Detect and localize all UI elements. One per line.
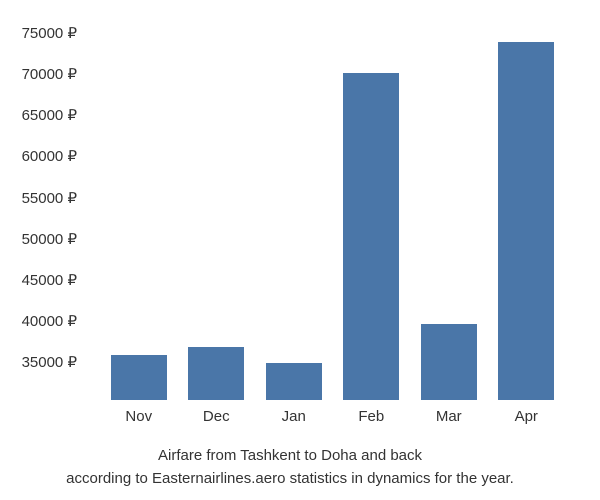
x-tick-label: Nov — [100, 408, 178, 425]
plot-area — [95, 30, 570, 400]
bar — [266, 363, 322, 400]
y-axis: 35000 ₽ 40000 ₽ 45000 ₽ 50000 ₽ 55000 ₽ 60000… — [0, 10, 85, 380]
caption-line-2: according to Easternairlines.aero statis… — [10, 468, 570, 491]
bar-feb — [333, 30, 411, 400]
y-tick-label: 70000 ₽ — [22, 65, 77, 83]
y-tick-label: 55000 ₽ — [22, 189, 77, 207]
bars-group — [95, 30, 570, 400]
bar-mar — [410, 30, 488, 400]
chart-caption: Airfare from Tashkent to Doha and back a… — [10, 445, 570, 490]
x-tick-label: Dec — [178, 408, 256, 425]
y-tick-label: 40000 ₽ — [22, 312, 77, 330]
y-tick-label: 80000 ₽ — [22, 0, 77, 1]
caption-line-1: Airfare from Tashkent to Doha and back — [10, 445, 570, 468]
bar — [498, 42, 554, 400]
y-tick-label: 50000 ₽ — [22, 230, 77, 248]
x-tick-label: Jan — [255, 408, 333, 425]
bar — [111, 355, 167, 400]
x-tick-label: Apr — [488, 408, 566, 425]
x-tick-label: Mar — [410, 408, 488, 425]
y-tick-label: 75000 ₽ — [22, 24, 77, 42]
y-tick-label: 60000 ₽ — [22, 147, 77, 165]
bar-jan — [255, 30, 333, 400]
y-tick-label: 65000 ₽ — [22, 106, 77, 124]
bar-nov — [100, 30, 178, 400]
bar — [343, 73, 399, 400]
y-tick-label: 45000 ₽ — [22, 271, 77, 289]
y-tick-label: 35000 ₽ — [22, 353, 77, 371]
x-tick-label: Feb — [333, 408, 411, 425]
airfare-chart: 35000 ₽ 40000 ₽ 45000 ₽ 50000 ₽ 55000 ₽ 60000… — [0, 0, 600, 500]
bar-dec — [178, 30, 256, 400]
x-axis: NovDecJanFebMarApr — [95, 400, 570, 425]
bar — [421, 324, 477, 400]
bar — [188, 347, 244, 400]
bar-apr — [488, 30, 566, 400]
